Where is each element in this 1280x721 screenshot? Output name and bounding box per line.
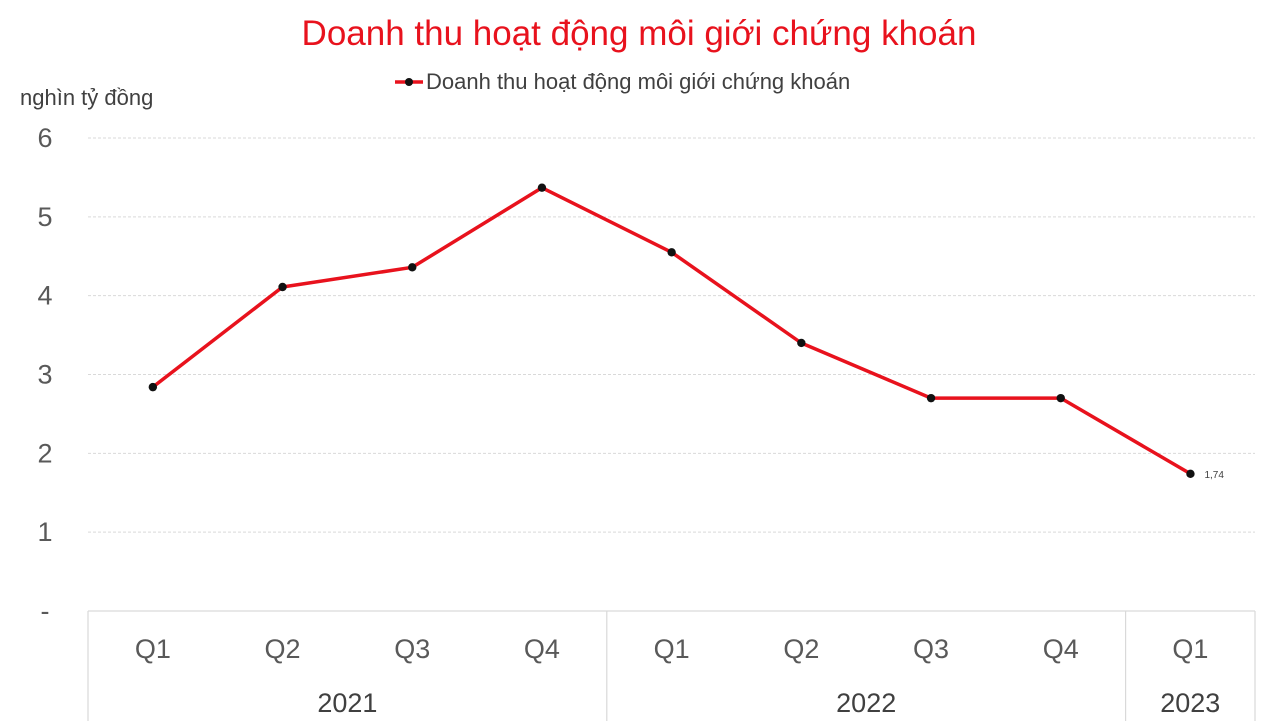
x-tick-label: Q3 [394, 634, 430, 664]
y-tick-label: - [41, 596, 50, 626]
y-axis-unit-label: nghìn tỷ đồng [20, 85, 153, 110]
chart-title: Doanh thu hoạt động môi giới chứng khoán [302, 14, 977, 53]
data-point [1056, 393, 1065, 403]
gridlines [88, 137, 1255, 533]
y-tick-label: 2 [37, 438, 52, 468]
legend-label: Doanh thu hoạt động môi giới chứng khoán [426, 69, 850, 94]
year-group-label: 2023 [1160, 688, 1220, 718]
series-line [151, 185, 1192, 476]
x-tick-label: Q4 [524, 634, 560, 664]
x-tick-label: Q2 [265, 634, 301, 664]
data-point [537, 183, 547, 192]
data-point [278, 282, 287, 292]
data-point [408, 263, 417, 272]
x-axis-ticks: Q1 Q2 Q3 Q4 Q1 Q2 Q3 Q4 Q1 2021 2022 2023 [135, 634, 1221, 718]
x-tick-label: Q1 [654, 634, 690, 664]
y-tick-label: 4 [37, 281, 52, 311]
legend: Doanh thu hoạt động môi giới chứng khoán [395, 69, 850, 94]
x-tick-label: Q1 [135, 634, 171, 664]
y-tick-label: 3 [37, 360, 52, 390]
x-tick-label: Q4 [1043, 634, 1079, 664]
x-tick-label: Q3 [913, 634, 949, 664]
legend-point-marker [405, 78, 413, 86]
x-tick-label: Q1 [1172, 634, 1208, 664]
y-axis-ticks: - 1 2 3 4 5 6 [37, 123, 52, 626]
data-point [1186, 469, 1195, 479]
y-tick-label: 6 [37, 123, 52, 153]
y-tick-label: 5 [37, 202, 52, 232]
x-axis [87, 610, 1256, 721]
data-point [797, 338, 806, 348]
data-point [148, 382, 158, 392]
data-label: 1,74 [1204, 470, 1224, 481]
data-labels: 1,74 [1204, 470, 1224, 481]
y-tick-label: 1 [37, 517, 52, 547]
year-group-label: 2021 [317, 688, 377, 718]
data-point [926, 393, 936, 403]
data-point [667, 248, 676, 257]
year-group-label: 2022 [836, 688, 896, 718]
series [148, 183, 1195, 479]
x-tick-label: Q2 [783, 634, 819, 664]
